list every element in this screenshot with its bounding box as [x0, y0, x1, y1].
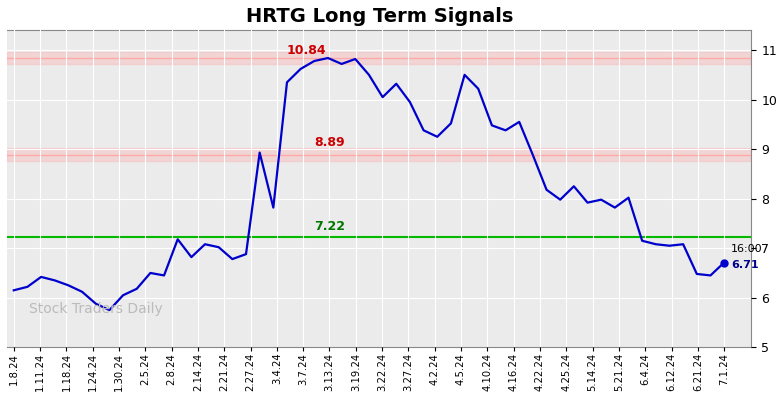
Text: 6.71: 6.71 [731, 260, 759, 270]
Title: HRTG Long Term Signals: HRTG Long Term Signals [245, 7, 513, 26]
Bar [7, 52, 751, 64]
Text: 16:00: 16:00 [731, 244, 763, 254]
Text: 10.84: 10.84 [287, 44, 327, 57]
Bar [7, 148, 751, 161]
Text: Stock Traders Daily: Stock Traders Daily [29, 302, 163, 316]
Text: 8.89: 8.89 [314, 136, 345, 149]
Text: 7.22: 7.22 [314, 220, 345, 233]
